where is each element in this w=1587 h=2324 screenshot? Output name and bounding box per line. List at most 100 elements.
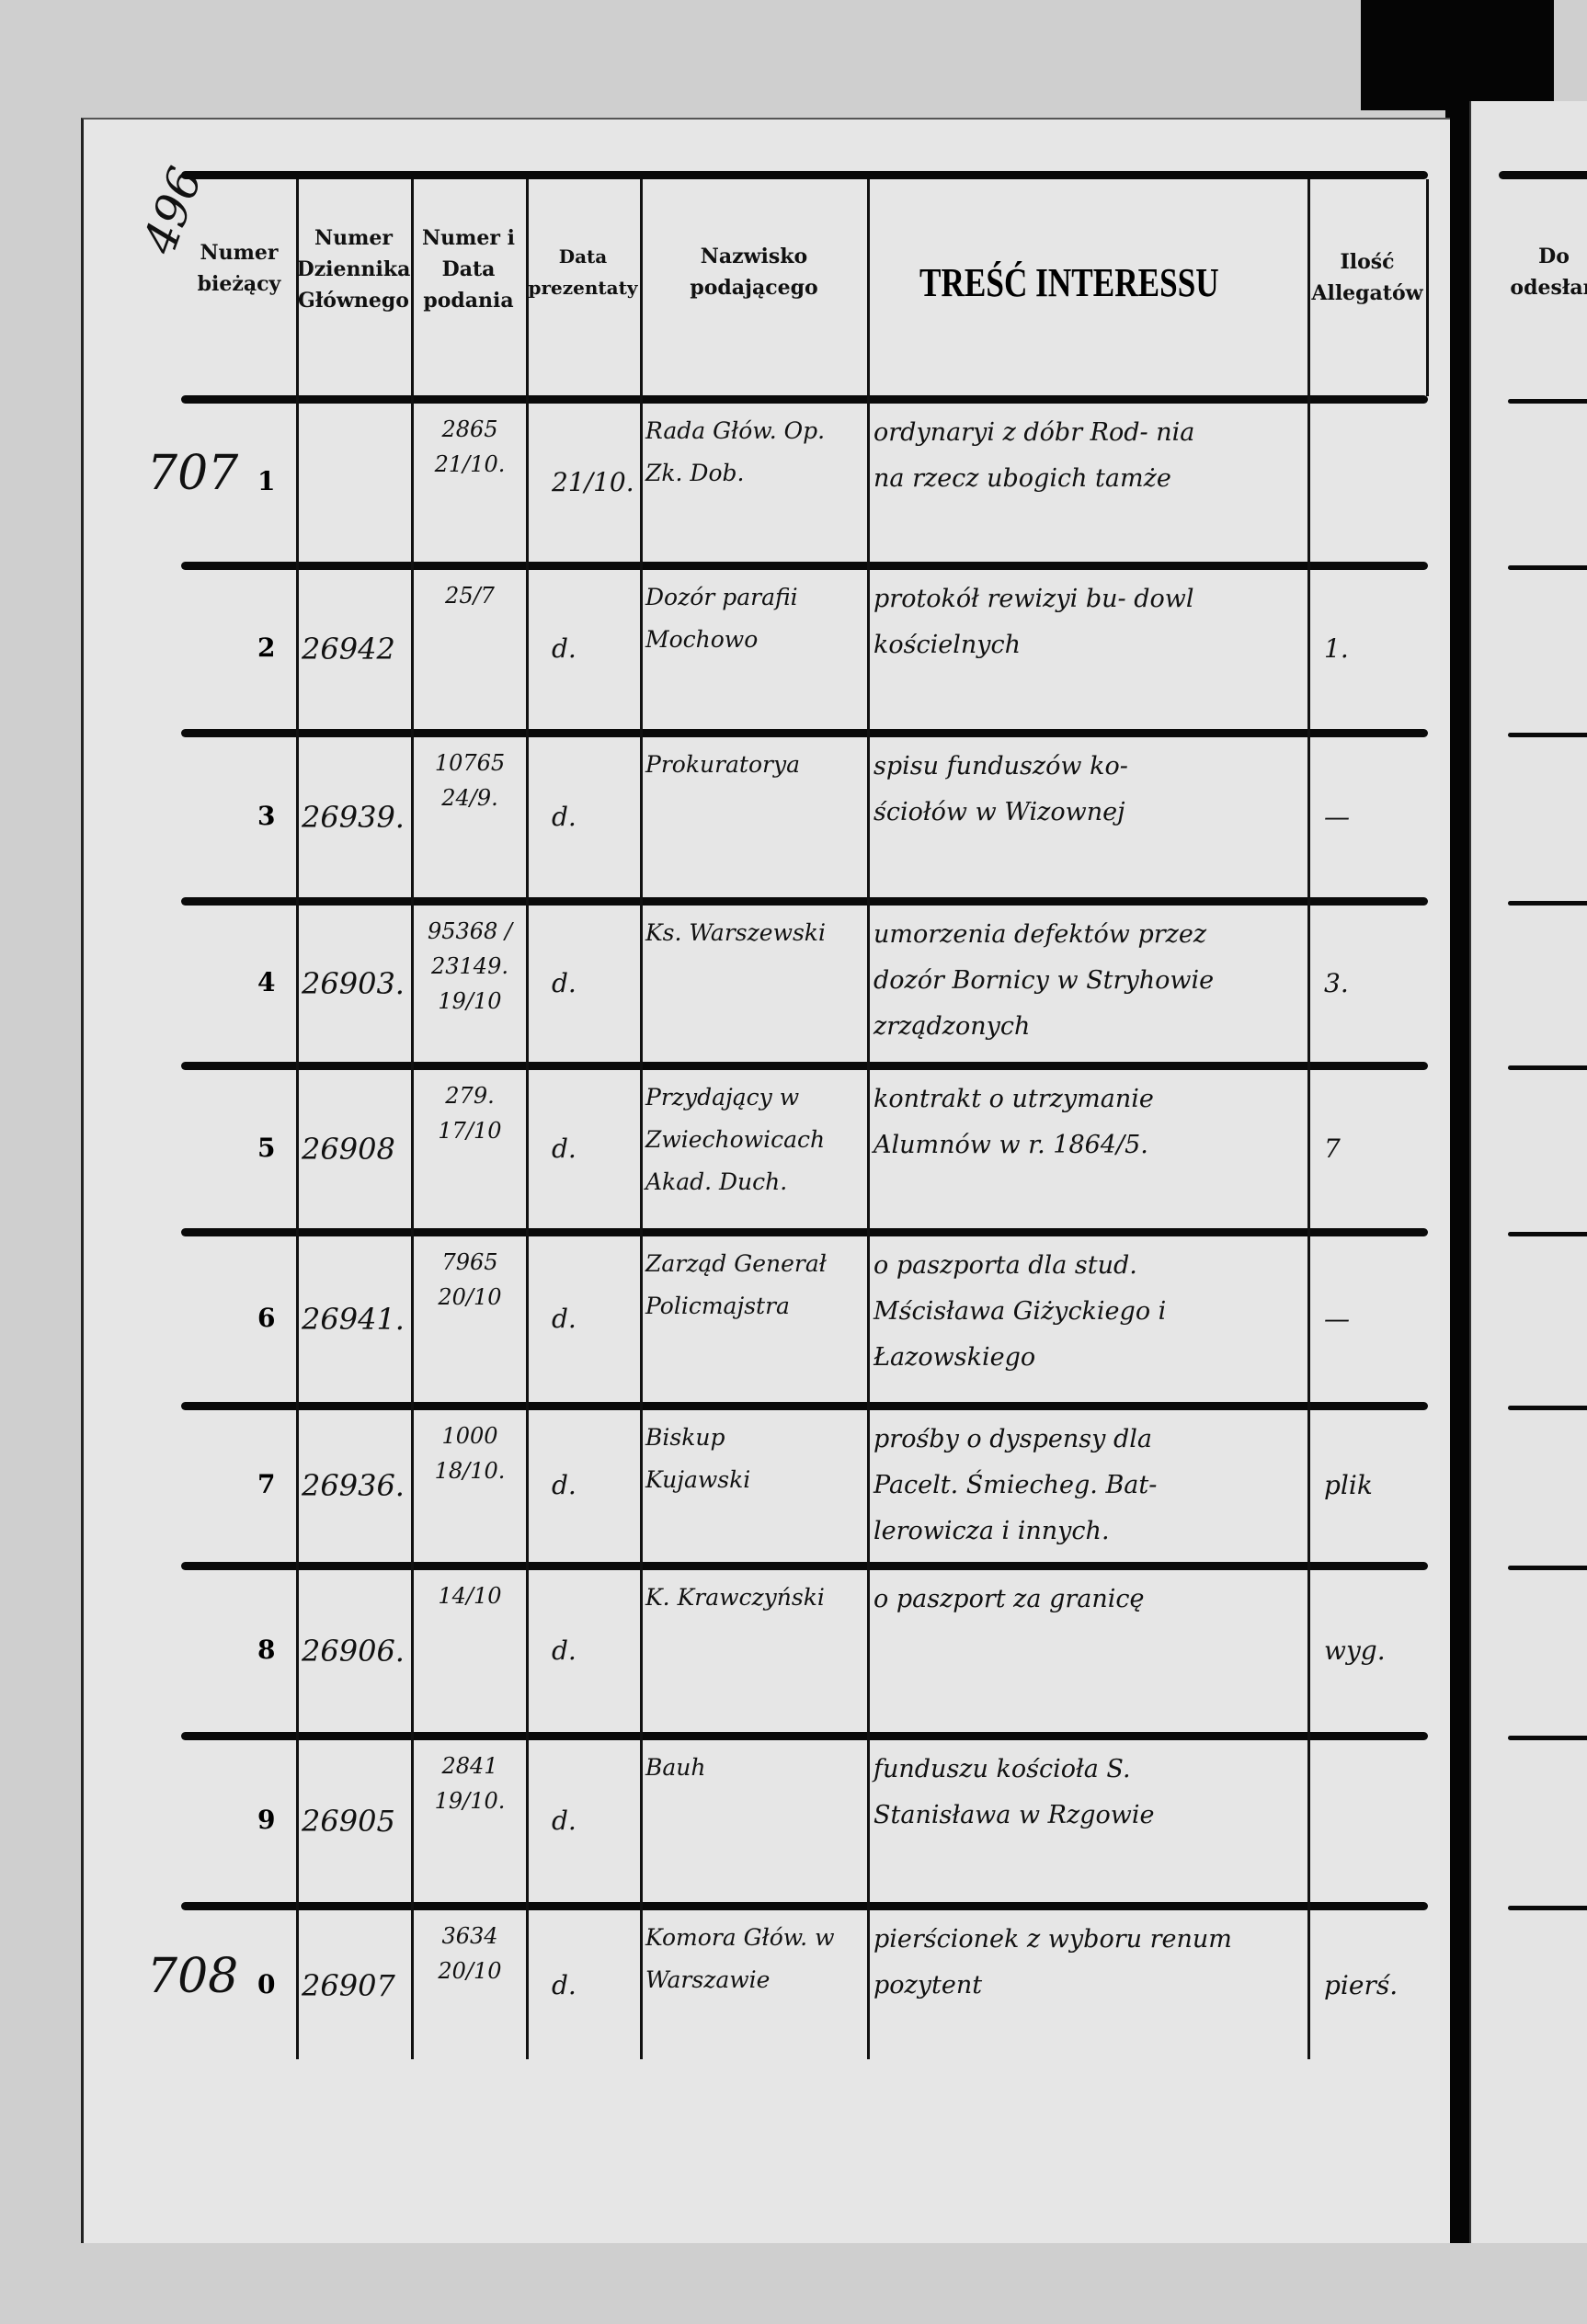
- row-number: 5: [257, 1132, 276, 1163]
- presentation-date: d.: [552, 1470, 577, 1500]
- row-number: 0: [257, 1968, 276, 1999]
- journal-number: 26942: [302, 632, 395, 666]
- petitioner-name: Prokuratorya: [645, 751, 801, 778]
- petition-number-date: 1000 18/10.: [434, 1423, 506, 1484]
- presentation-date: d.: [552, 967, 577, 998]
- presentation-date: d.: [552, 1133, 577, 1164]
- next-page-rule: [1508, 733, 1587, 737]
- journal-number: 26941.: [302, 1301, 405, 1337]
- header-tresc-interessu: TREŚĆ INTERESSU: [919, 260, 1219, 305]
- next-page-rule: [1508, 1406, 1587, 1410]
- scan-border-top-right: [1361, 0, 1554, 110]
- next-page-rule: [1508, 565, 1587, 570]
- header-top-rule: [181, 171, 1428, 179]
- next-page-rule: [1508, 1065, 1587, 1070]
- attachments-count: 1.: [1324, 633, 1349, 664]
- row-rule: [181, 1562, 1428, 1570]
- next-page-rule: [1508, 399, 1587, 404]
- matter-content: pierścionek z wyboru renum pozytent: [873, 1925, 1232, 1999]
- petition-number-date: 95368 / 23149. 19/10: [427, 918, 513, 1014]
- journal-number: 26905: [302, 1803, 395, 1839]
- petitioner-name: Dozór parafii Mochowo: [645, 584, 798, 653]
- row-number: 2: [257, 632, 276, 663]
- petition-number-date: 2841 19/10.: [434, 1753, 506, 1814]
- next-page-rule: [1508, 1566, 1587, 1570]
- header-numer-biezacy: Numer bieżący: [197, 241, 281, 296]
- journal-number: 26939.: [302, 799, 405, 835]
- next-page-sliver: [1469, 101, 1587, 2243]
- matter-content: umorzenia defektów przez dozór Bornicy w…: [873, 920, 1215, 1041]
- next-page-rule: [1508, 1736, 1587, 1740]
- row-rule: [181, 1228, 1428, 1236]
- presentation-date: d.: [552, 1635, 577, 1666]
- journal-number: 26906.: [302, 1633, 405, 1669]
- petition-number-date: 14/10: [438, 1583, 502, 1609]
- attachments-count: —: [1324, 1303, 1350, 1334]
- petition-number-date: 279. 17/10: [438, 1083, 502, 1144]
- attachments-count: 7: [1324, 1133, 1341, 1164]
- matter-content: ordynaryi z dóbr Rod- nia na rzecz ubogi…: [873, 418, 1195, 493]
- petition-number-date: 25/7: [445, 583, 495, 609]
- petitioner-name: Ks. Warszewski: [645, 919, 826, 946]
- row-rule: [181, 1732, 1428, 1740]
- matter-content: o paszporta dla stud. Mścisława Giżyckie…: [873, 1251, 1167, 1372]
- next-page-top-rule: [1499, 171, 1587, 179]
- row-number: 1: [257, 465, 276, 496]
- next-page-rule: [1508, 1906, 1587, 1910]
- petitioner-name: Rada Głów. Op. Zk. Dob.: [645, 417, 826, 486]
- row-number: 6: [257, 1302, 276, 1333]
- header-ilosc-allegatow: Ilość Allegatów: [1311, 250, 1423, 305]
- attachments-count: wyg.: [1324, 1635, 1386, 1666]
- petitioner-name: Komora Głów. w Warszawie: [645, 1924, 835, 1993]
- margin-register-number: 708: [147, 1948, 239, 2004]
- presentation-date: d.: [552, 801, 577, 832]
- presentation-date: d.: [552, 633, 577, 664]
- journal-number: 26907: [302, 1967, 395, 2003]
- row-number: 9: [257, 1804, 276, 1835]
- header-nazwisko: Nazwisko podającego: [690, 245, 818, 300]
- petitioner-name: Zarząd Generał Policmajstra: [645, 1250, 827, 1319]
- matter-content: o paszport za granicę: [873, 1585, 1145, 1613]
- row-rule: [181, 395, 1428, 404]
- row-rule: [181, 897, 1428, 906]
- column-rule: [867, 179, 870, 2059]
- row-rule: [181, 1402, 1428, 1410]
- column-rule: [526, 179, 529, 2059]
- header-numer-dziennika: Numer Dziennika Głównego: [296, 226, 411, 313]
- journal-number: 26908: [302, 1131, 395, 1167]
- header-next-page: Do odesłan: [1510, 245, 1587, 300]
- presentation-date: d.: [552, 1805, 577, 1836]
- column-rule: [640, 179, 643, 2059]
- attachments-count: pierś.: [1324, 1969, 1399, 2000]
- register-page: [81, 118, 1450, 2243]
- petitioner-name: Przydający w Zwiechowicach Akad. Duch.: [645, 1084, 826, 1195]
- matter-content: spisu funduszów ko- ściołów w Wizownej: [873, 752, 1128, 826]
- petitioner-name: K. Krawczyński: [645, 1584, 825, 1611]
- row-rule: [181, 729, 1428, 737]
- header-numer-data-podania: Numer i Data podania: [422, 226, 515, 313]
- journal-number: 26936.: [302, 1468, 405, 1503]
- presentation-date: d.: [552, 1969, 577, 2000]
- row-rule: [181, 1902, 1428, 1910]
- petition-number-date: 7965 20/10: [438, 1249, 502, 1310]
- row-number: 7: [257, 1469, 276, 1499]
- margin-register-number: 707: [147, 445, 239, 501]
- attachments-count: plik: [1324, 1470, 1373, 1500]
- row-number: 4: [257, 966, 276, 997]
- column-rule: [1426, 179, 1429, 396]
- row-number: 8: [257, 1634, 276, 1665]
- header-data-prezentaty: Data prezentaty: [528, 245, 638, 299]
- presentation-date: 21/10.: [552, 466, 634, 497]
- petition-number-date: 10765 24/9.: [434, 750, 506, 811]
- column-rule: [411, 179, 414, 2059]
- row-number: 3: [257, 800, 276, 831]
- next-page-rule: [1508, 901, 1587, 906]
- row-rule: [181, 562, 1428, 570]
- column-rule: [1307, 179, 1310, 2059]
- petitioner-name: Biskup Kujawski: [645, 1424, 751, 1493]
- matter-content: protokół rewizyi bu- dowl kościelnych: [873, 585, 1194, 659]
- petitioner-name: Bauh: [645, 1754, 706, 1781]
- next-page-rule: [1508, 1232, 1587, 1236]
- matter-content: prośby o dyspensy dla Pacelt. Śmiecheg. …: [873, 1425, 1158, 1545]
- column-rule: [296, 179, 299, 2059]
